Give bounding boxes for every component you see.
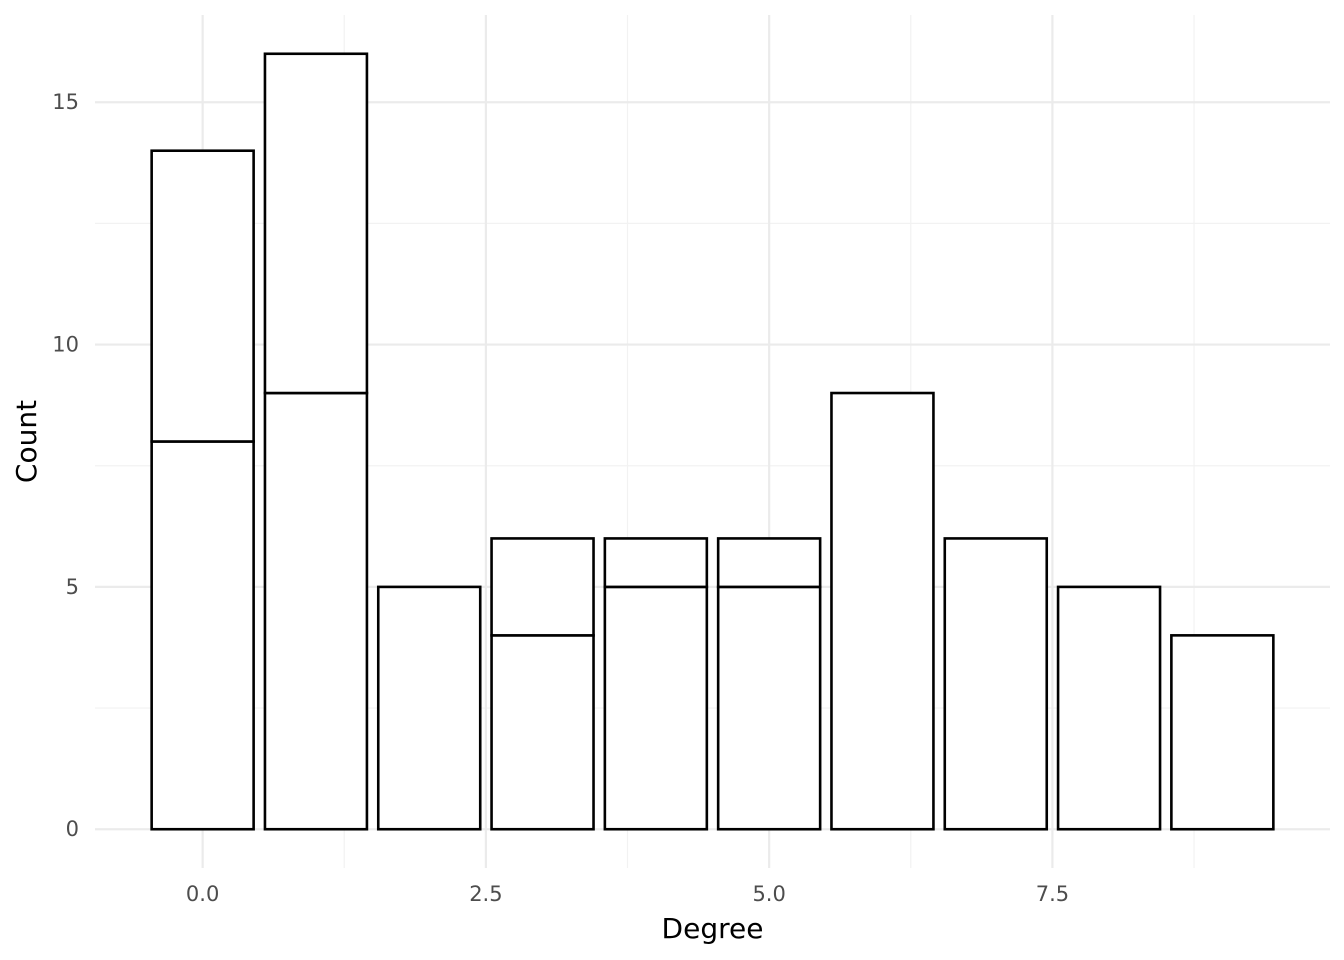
axis-tick-labels: 0.0 2.5 5.0 7.5 0 5 10 15 [52,90,1069,906]
y-tick-label: 0 [66,817,79,841]
x-axis-title: Degree [662,912,764,945]
bar-segment-4-layer-2 [603,537,709,589]
bar-segment-0-layer-1 [150,440,255,831]
y-tick-label: 5 [66,575,79,599]
bar-segment-9-layer-1 [1170,634,1275,831]
bar-segment-1-layer-1 [263,391,369,831]
bar-segment-7-layer-1 [943,537,1049,831]
x-tick-label: 0.0 [186,882,219,906]
bar-segment-0-layer-2 [150,149,255,443]
bar-segment-6-layer-1 [830,391,935,831]
bar-segment-4-layer-1 [603,585,709,831]
bar-segment-3-layer-1 [490,634,595,831]
y-tick-label: 10 [52,333,79,357]
x-tick-label: 5.0 [752,882,785,906]
y-tick-label: 15 [52,90,79,114]
y-axis-title: Count [10,400,43,483]
bar-segment-1-layer-2 [263,52,369,395]
bar-segment-3-layer-2 [490,537,595,637]
bar-segment-2-layer-1 [376,585,482,831]
x-tick-label: 2.5 [469,882,502,906]
bar-segment-5-layer-2 [716,537,822,589]
x-tick-label: 7.5 [1036,882,1069,906]
bar-segment-5-layer-1 [716,585,822,831]
bars [150,52,1275,831]
bar-segment-8-layer-1 [1056,585,1162,831]
